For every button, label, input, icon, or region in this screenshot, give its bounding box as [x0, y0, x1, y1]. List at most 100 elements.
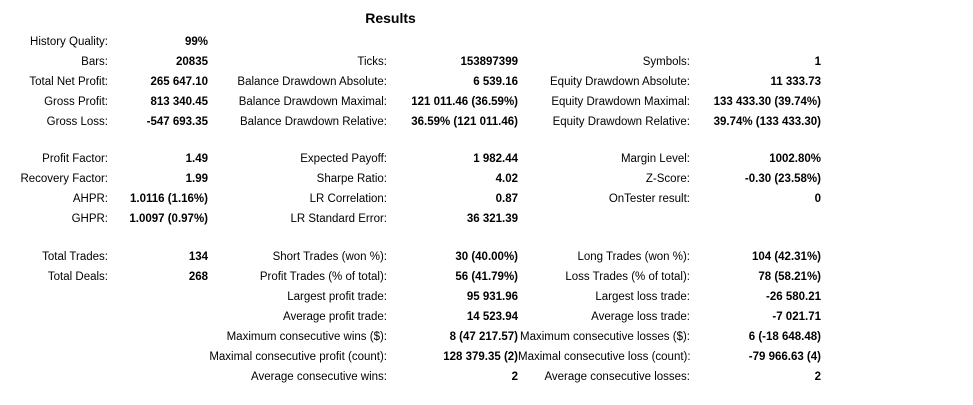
stats-row: Total Deals: 268 Profit Trades (% of total… — [0, 267, 821, 287]
stat-value: 153897399 — [460, 56, 518, 68]
stat-label: Largest loss trade: — [595, 291, 690, 303]
stat-value: 0 — [814, 193, 821, 205]
stat-value: 1.99 — [185, 173, 208, 185]
stat-label — [518, 32, 692, 52]
stats-row: Average consecutive wins: 2 Average consec… — [0, 367, 821, 387]
stat-label: Total Deals: — [47, 271, 108, 283]
stat-label: LR Standard Error: — [290, 213, 387, 225]
stat-value: 4.02 — [495, 173, 518, 185]
stat-value: 128 379.35 (2) — [443, 351, 518, 363]
stat-label: Balance Drawdown Maximal: — [238, 96, 387, 108]
stat-label — [0, 367, 110, 387]
stat-label: Symbols: — [642, 56, 690, 68]
stat-value: 104 (42.31%) — [751, 251, 821, 263]
stat-value — [110, 327, 208, 347]
stat-value: 2 — [511, 371, 518, 383]
stat-value: 813 340.45 — [150, 96, 208, 108]
stat-label: Z-Score: — [645, 173, 690, 185]
stat-label — [208, 32, 389, 52]
stat-label: Maximum consecutive losses ($): — [520, 331, 690, 343]
stats-row: Recovery Factor: 1.99 Sharpe Ratio: 4.02 Z-S… — [0, 169, 821, 189]
stats-row: Gross Profit: 813 340.45 Balance Drawdown … — [0, 92, 821, 112]
stat-value: 1.0116 (1.16%) — [129, 193, 208, 205]
stat-value: 268 — [188, 271, 208, 283]
stat-value: -26 580.21 — [766, 291, 821, 303]
stat-value: 1002.80% — [769, 153, 821, 165]
stat-value — [110, 307, 208, 327]
stat-label: Long Trades (won %): — [577, 251, 690, 263]
stat-value: 95 931.96 — [466, 291, 518, 303]
stat-label — [518, 209, 692, 229]
stat-value — [692, 209, 821, 229]
stat-label: Profit Trades (% of total): — [259, 271, 387, 283]
stat-value: 8 (47 217.57) — [449, 331, 518, 343]
stat-label — [0, 327, 110, 347]
stat-value: 78 (58.21%) — [758, 271, 821, 283]
stat-label — [0, 347, 110, 367]
stats-row: Maximum consecutive wins ($): 8 (47 217.5… — [0, 327, 821, 347]
stat-value: 6 (-18 648.48) — [748, 331, 821, 343]
stat-label: Average consecutive wins: — [251, 371, 387, 383]
stat-label: Gross Profit: — [44, 96, 108, 108]
stats-row: Total Net Profit: 265 647.10 Balance Drawd… — [0, 72, 821, 92]
stat-value: 134 — [188, 251, 208, 263]
stat-value: 36.59% (121 011.46) — [411, 116, 518, 128]
stat-label: Maximal consecutive profit (count): — [209, 351, 387, 363]
stat-label: Bars: — [81, 56, 108, 68]
stat-value: 99% — [184, 36, 208, 48]
stat-label — [0, 287, 110, 307]
stat-value: 36 321.39 — [466, 213, 518, 225]
stat-value — [110, 367, 208, 387]
stat-label: Recovery Factor: — [20, 173, 108, 185]
stat-value: -79 966.63 (4) — [748, 351, 821, 363]
stat-label: Average profit trade: — [283, 311, 387, 323]
stats-row: History Quality: 99% — [0, 32, 821, 52]
stat-label: Total Trades: — [42, 251, 108, 263]
results-table: History Quality: 99% Bars: 20835 Ticks: 15389… — [0, 32, 821, 387]
stat-label: OnTester result: — [608, 193, 690, 205]
stats-row: Bars: 20835 Ticks: 153897399 Symbols: 1 — [0, 52, 821, 72]
stat-label: Short Trades (won %): — [272, 251, 387, 263]
stat-value: 39.74% (133 433.30) — [713, 116, 821, 128]
stat-label: History Quality: — [30, 36, 108, 48]
stat-label: Maximum consecutive wins ($): — [226, 331, 387, 343]
stat-label: Total Net Profit: — [29, 76, 108, 88]
stat-label: Expected Payoff: — [300, 153, 387, 165]
stat-label: Balance Drawdown Absolute: — [237, 76, 387, 88]
stat-value: 0.87 — [495, 193, 518, 205]
stat-value: 121 011.46 (36.59%) — [411, 96, 518, 108]
stat-label: GHPR: — [71, 213, 108, 225]
stat-value: 14 523.94 — [466, 311, 518, 323]
stat-label: LR Correlation: — [309, 193, 387, 205]
stats-row: Gross Loss: -547 693.35 Balance Drawdown R… — [0, 112, 821, 132]
stat-value — [389, 32, 518, 52]
stat-value: 1.0097 (0.97%) — [129, 213, 208, 225]
stat-label: AHPR: — [72, 193, 108, 205]
stats-row: GHPR: 1.0097 (0.97%) LR Standard Error: 36 … — [0, 209, 821, 229]
stat-value: 20835 — [176, 56, 208, 68]
stat-label: Sharpe Ratio: — [316, 173, 387, 185]
stat-value: 1 — [814, 56, 821, 68]
stat-label: Average consecutive losses: — [544, 371, 690, 383]
stats-row: Total Trades: 134 Short Trades (won %): 30 … — [0, 247, 821, 267]
stat-value: 265 647.10 — [150, 76, 208, 88]
stats-row: Largest profit trade: 95 931.96 Largest lo… — [0, 287, 821, 307]
stat-label: Ticks: — [357, 56, 387, 68]
stat-value — [110, 347, 208, 367]
stats-row: Average profit trade: 14 523.94 Average lo… — [0, 307, 821, 327]
stat-value: 6 539.16 — [473, 76, 518, 88]
stat-value: 133 433.30 (39.74%) — [713, 96, 821, 108]
stat-label: Maximal consecutive loss (count): — [518, 351, 691, 363]
stat-value: -547 693.35 — [146, 116, 208, 128]
stat-label: Largest profit trade: — [287, 291, 387, 303]
stat-label: Balance Drawdown Relative: — [239, 116, 387, 128]
stat-label: Margin Level: — [620, 153, 690, 165]
stat-value: 1.49 — [185, 153, 208, 165]
stat-value — [110, 287, 208, 307]
stat-label: Loss Trades (% of total): — [565, 271, 690, 283]
stat-value: 30 (40.00%) — [455, 251, 518, 263]
stat-value: 11 333.73 — [770, 76, 821, 88]
stat-label: Equity Drawdown Relative: — [552, 116, 690, 128]
stat-value: -7 021.71 — [772, 311, 821, 323]
stat-value: 56 (41.79%) — [455, 271, 518, 283]
